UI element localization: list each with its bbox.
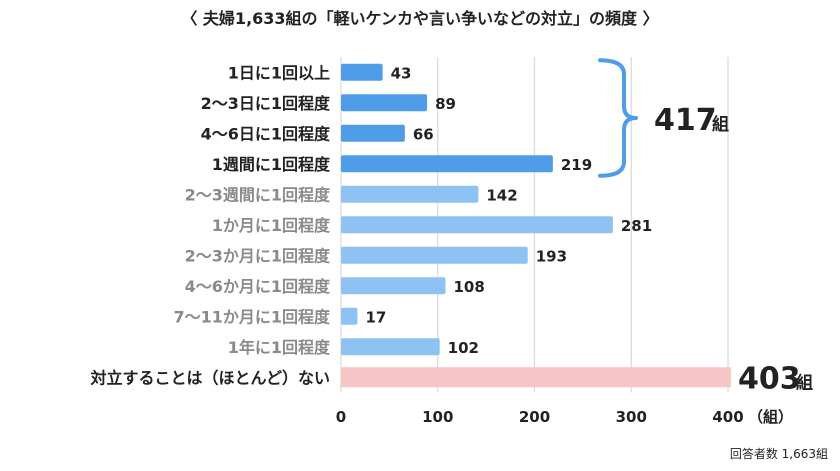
bar — [341, 185, 479, 203]
bar — [341, 277, 446, 295]
value-label: 281 — [621, 217, 652, 235]
bar — [341, 246, 528, 264]
category-label: 4〜6か月に1回程度 — [185, 277, 331, 296]
category-label: 1年に1回程度 — [228, 338, 331, 357]
value-label: 193 — [536, 247, 567, 265]
value-label: 219 — [561, 156, 592, 174]
value-label: 43 — [391, 64, 412, 82]
x-tick-label: 400 — [712, 408, 743, 426]
category-label: 4〜6日に1回程度 — [201, 124, 331, 143]
value-label: 17 — [365, 308, 386, 326]
category-label: 対立することは（ほとんど）ない — [89, 368, 330, 387]
value-label: 66 — [413, 125, 434, 143]
category-label: 1日に1回以上 — [228, 63, 330, 82]
x-tick-label: 0 — [336, 408, 346, 426]
value-label: 89 — [435, 95, 456, 113]
category-label: 2〜3週間に1回程度 — [185, 185, 331, 204]
x-tick-label: 100 — [422, 408, 453, 426]
footnote: 回答者数 1,663組 — [730, 446, 828, 461]
bars — [341, 63, 731, 388]
x-tick-label: 200 — [519, 408, 550, 426]
bar — [341, 307, 358, 325]
value-label: 108 — [453, 278, 484, 296]
category-label: 2〜3日に1回程度 — [201, 94, 331, 113]
x-axis: 0 100 200 300 400 （組） — [336, 408, 793, 426]
x-axis-unit: （組） — [748, 408, 793, 426]
chart-title: 〈 夫婦1,633組の「軽いケンカや言い争いなどの対立」の頻度 〉 — [181, 9, 658, 28]
weekly-total-unit: 組 — [712, 114, 729, 135]
category-label: 2〜3か月に1回程度 — [185, 246, 331, 265]
value-label: 142 — [486, 186, 517, 204]
category-label: 7〜11か月に1回程度 — [173, 307, 331, 326]
value-label: 102 — [448, 339, 479, 357]
curly-bracket — [598, 58, 638, 178]
bar — [341, 367, 731, 388]
category-label: 1か月に1回程度 — [212, 216, 331, 235]
bar — [341, 216, 613, 234]
category-label: 1週間に1回程度 — [212, 155, 331, 174]
none-total-label: 403 — [738, 361, 801, 396]
none-total-unit: 組 — [796, 372, 813, 393]
bar — [341, 155, 553, 173]
category-labels: 1日に1回以上 2〜3日に1回程度 4〜6日に1回程度 1週間に1回程度 2〜3週間に1… — [89, 63, 331, 387]
weekly-total-label: 417 — [654, 103, 717, 138]
bar — [341, 338, 440, 356]
bar — [341, 94, 428, 112]
bar — [341, 63, 383, 81]
x-tick-label: 300 — [616, 408, 647, 426]
bar — [341, 124, 405, 142]
